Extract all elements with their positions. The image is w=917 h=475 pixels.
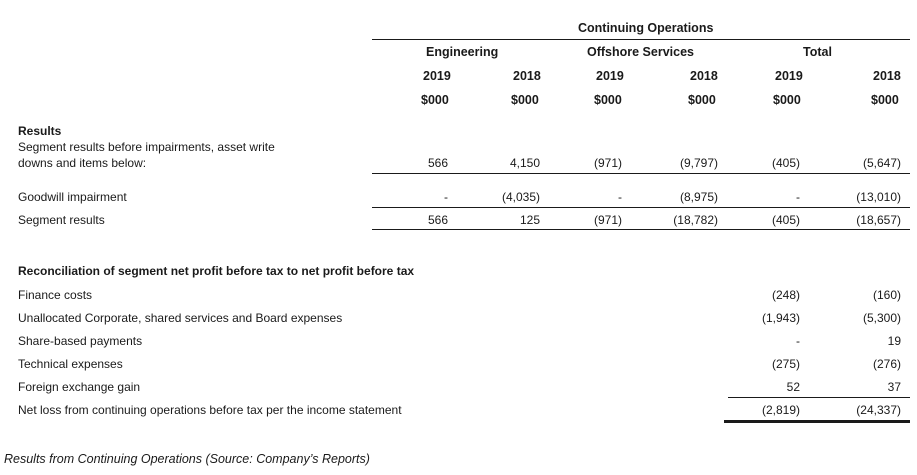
group-title: Continuing Operations (578, 21, 714, 35)
cell: - (618, 190, 622, 204)
cell: (8,975) (679, 190, 718, 204)
cell: (971) (593, 213, 622, 227)
cell: (248) (771, 288, 800, 302)
unit-off-2018: $000 (688, 93, 716, 107)
cell: (5,647) (862, 156, 901, 170)
cell: (276) (872, 357, 901, 371)
cell: (18,657) (856, 213, 901, 227)
row-label-line2: downs and items below: (18, 156, 147, 170)
row-label: Technical expenses (18, 357, 123, 371)
cell: (24,337) (856, 403, 901, 417)
year-tot-2018: 2018 (873, 69, 901, 83)
unit-tot-2019: $000 (773, 93, 801, 107)
cell: (275) (771, 357, 800, 371)
reconciliation-heading: Reconciliation of segment net profit bef… (18, 264, 415, 278)
row-label: Finance costs (18, 288, 93, 302)
row-label-line1: Segment results before impairments, asse… (18, 140, 275, 154)
cell: (5,300) (862, 311, 901, 325)
cell: 4,150 (509, 156, 540, 170)
row-label: Goodwill impairment (18, 190, 127, 204)
unit-off-2019: $000 (594, 93, 622, 107)
cell: (4,035) (501, 190, 540, 204)
year-off-2018: 2018 (690, 69, 718, 83)
total-rule (372, 229, 910, 230)
cell: 566 (427, 213, 448, 227)
unit-tot-2018: $000 (871, 93, 899, 107)
cell: 37 (887, 380, 901, 394)
cell: - (796, 334, 800, 348)
segment-engineering-header: Engineering (426, 45, 499, 59)
cell: (2,819) (761, 403, 800, 417)
year-eng-2019: 2019 (423, 69, 451, 83)
cell: (971) (593, 156, 622, 170)
caption: Results from Continuing Operations (Sour… (4, 452, 370, 466)
results-heading: Results (18, 124, 62, 138)
subtotal-rule (372, 173, 910, 174)
subtotal-rule (372, 207, 910, 208)
year-eng-2018: 2018 (513, 69, 541, 83)
row-label: Share-based payments (18, 334, 143, 348)
cell: 566 (427, 156, 448, 170)
cell: (160) (872, 288, 901, 302)
year-tot-2019: 2019 (775, 69, 803, 83)
cell: (13,010) (856, 190, 901, 204)
row-label: Unallocated Corporate, shared services a… (18, 311, 343, 325)
unit-eng-2018: $000 (511, 93, 539, 107)
row-label: Segment results (18, 213, 105, 227)
segment-offshore-header: Offshore Services (587, 45, 694, 59)
year-off-2019: 2019 (596, 69, 624, 83)
cell: (405) (771, 156, 800, 170)
cell: (18,782) (673, 213, 718, 227)
row-label: Foreign exchange gain (18, 380, 141, 394)
double-total-rule (724, 420, 910, 423)
unit-eng-2019: $000 (421, 93, 449, 107)
cell: (405) (771, 213, 800, 227)
cell: - (444, 190, 448, 204)
cell: (1,943) (761, 311, 800, 325)
cell: 19 (887, 334, 901, 348)
cell: - (796, 190, 800, 204)
subtotal-rule (728, 397, 910, 398)
segment-total-header: Total (803, 45, 832, 59)
cell: 125 (519, 213, 540, 227)
row-label: Net loss from continuing operations befo… (18, 403, 402, 417)
cell: 52 (786, 380, 800, 394)
cell: (9,797) (679, 156, 718, 170)
header-rule (372, 39, 910, 40)
